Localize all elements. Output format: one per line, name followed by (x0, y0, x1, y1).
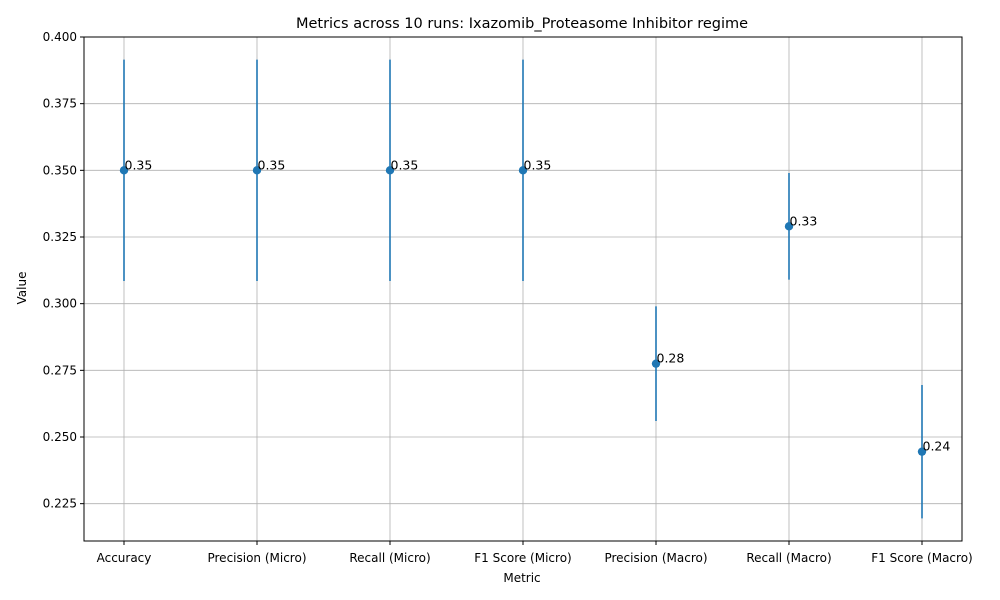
y-tick-label: 0.300 (43, 297, 77, 311)
chart-title: Metrics across 10 runs: Ixazomib_Proteas… (296, 16, 748, 32)
data-point (651, 359, 661, 368)
data-label: 0.33 (790, 213, 818, 228)
x-tick-label: Accuracy (97, 551, 152, 565)
data-point (385, 166, 395, 175)
data-label: 0.24 (923, 439, 951, 454)
data-label: 0.28 (657, 351, 685, 366)
y-tick-label: 0.400 (43, 30, 77, 44)
data-point (917, 447, 927, 456)
data-point (252, 166, 262, 175)
x-tick-label: Recall (Micro) (349, 551, 430, 565)
y-tick-label: 0.350 (43, 163, 77, 177)
x-tick-label: Recall (Macro) (746, 551, 831, 565)
y-tick-label: 0.375 (43, 97, 77, 111)
x-axis-label: Metric (503, 571, 540, 585)
data-point (518, 166, 528, 175)
data-label: 0.35 (524, 157, 552, 172)
y-tick-label: 0.325 (43, 230, 77, 244)
axes: 0.225 0.250 0.275 0.300 0.325 0.350 0.375 0.400… (43, 30, 973, 565)
data-label: 0.35 (258, 157, 286, 172)
y-tick-label: 0.250 (43, 430, 77, 444)
x-tick-label: F1 Score (Macro) (871, 551, 972, 565)
x-tick-label: F1 Score (Micro) (474, 551, 571, 565)
y-tick-label: 0.275 (43, 363, 77, 377)
x-tick-label: Precision (Micro) (207, 551, 306, 565)
data-label: 0.35 (125, 157, 153, 172)
data-point (784, 222, 794, 231)
y-tick-label: 0.225 (43, 497, 77, 511)
data-point (119, 166, 129, 175)
y-axis-label: Value (15, 272, 29, 305)
data-marks: 0.35 0.35 0.35 0.35 0.28 0.33 0.24 (119, 59, 951, 519)
data-label: 0.35 (391, 157, 419, 172)
x-tick-label: Precision (Macro) (604, 551, 707, 565)
